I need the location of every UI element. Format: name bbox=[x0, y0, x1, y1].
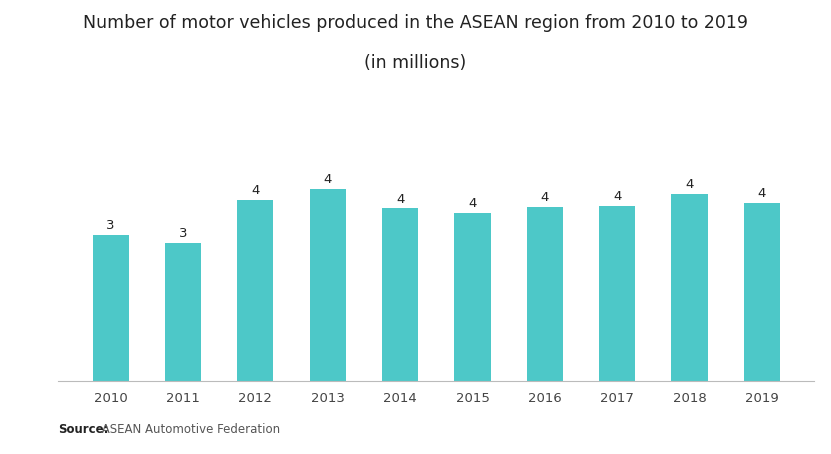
Text: 4: 4 bbox=[758, 187, 766, 200]
Bar bbox=[744, 203, 780, 381]
Text: 3: 3 bbox=[179, 227, 187, 240]
Bar bbox=[310, 189, 346, 381]
Text: 4: 4 bbox=[469, 197, 477, 210]
Bar bbox=[527, 207, 563, 381]
Text: 4: 4 bbox=[686, 178, 694, 191]
Text: ASEAN Automotive Federation: ASEAN Automotive Federation bbox=[98, 423, 280, 436]
Text: (in millions): (in millions) bbox=[364, 54, 467, 73]
Text: Source:: Source: bbox=[58, 423, 109, 436]
Text: Number of motor vehicles produced in the ASEAN region from 2010 to 2019: Number of motor vehicles produced in the… bbox=[83, 14, 748, 32]
Bar bbox=[599, 206, 635, 381]
Text: 4: 4 bbox=[323, 173, 332, 187]
Text: 3: 3 bbox=[106, 219, 115, 232]
Bar bbox=[382, 208, 418, 381]
Bar bbox=[165, 243, 201, 381]
Bar bbox=[455, 213, 490, 381]
Bar bbox=[92, 235, 129, 381]
Text: 4: 4 bbox=[251, 184, 259, 197]
Bar bbox=[238, 200, 273, 381]
Text: 4: 4 bbox=[541, 191, 549, 204]
Bar bbox=[671, 194, 708, 381]
Text: 4: 4 bbox=[396, 192, 404, 206]
Text: 4: 4 bbox=[613, 190, 622, 203]
